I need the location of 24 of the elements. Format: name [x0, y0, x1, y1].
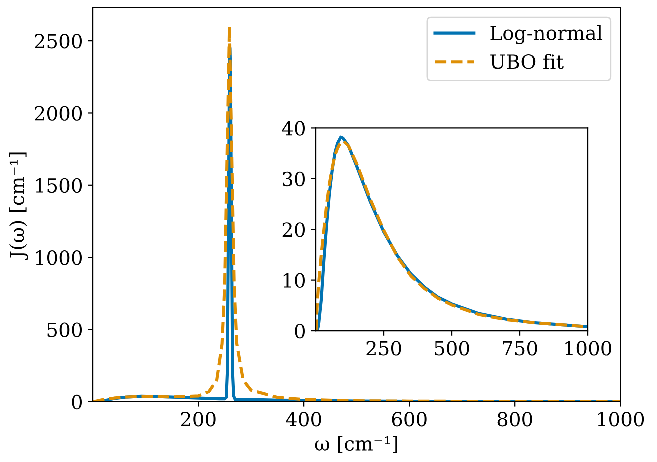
legend-label: UBO fit — [490, 54, 564, 70]
y-tick-label: 1500 — [36, 178, 82, 194]
y-tick-label: 0 — [72, 394, 82, 410]
x-tick-label: 500 — [435, 341, 470, 356]
x-tick-label: 400 — [286, 412, 322, 427]
x-tick-label: 600 — [392, 412, 427, 427]
y-tick-label: 1000 — [36, 250, 82, 266]
y-tick-label: 2500 — [35, 34, 82, 49]
y-tick-label: 0 — [295, 324, 306, 339]
legend-label: Log-normal — [490, 25, 603, 44]
y-tick-label: 20 — [282, 222, 306, 238]
x-tick-label: 1000 — [598, 412, 644, 427]
y-tick-label: 10 — [284, 273, 306, 288]
x-tick-label: 250 — [366, 341, 402, 356]
x-tick-label: 800 — [498, 412, 532, 427]
y-tick-label: 500 — [48, 322, 82, 338]
y-axis-title: J(ω) [cm⁻¹] — [9, 152, 28, 260]
x-tick-label: 750 — [503, 341, 538, 356]
y-tick-label: 30 — [283, 172, 306, 187]
x-tick-label: 1000 — [566, 341, 612, 356]
x-tick-label: 200 — [181, 412, 216, 427]
y-tick-label: 2000 — [35, 106, 82, 121]
x-axis-title: ω [cm⁻¹] — [315, 436, 398, 454]
y-tick-label: 40 — [282, 121, 306, 136]
